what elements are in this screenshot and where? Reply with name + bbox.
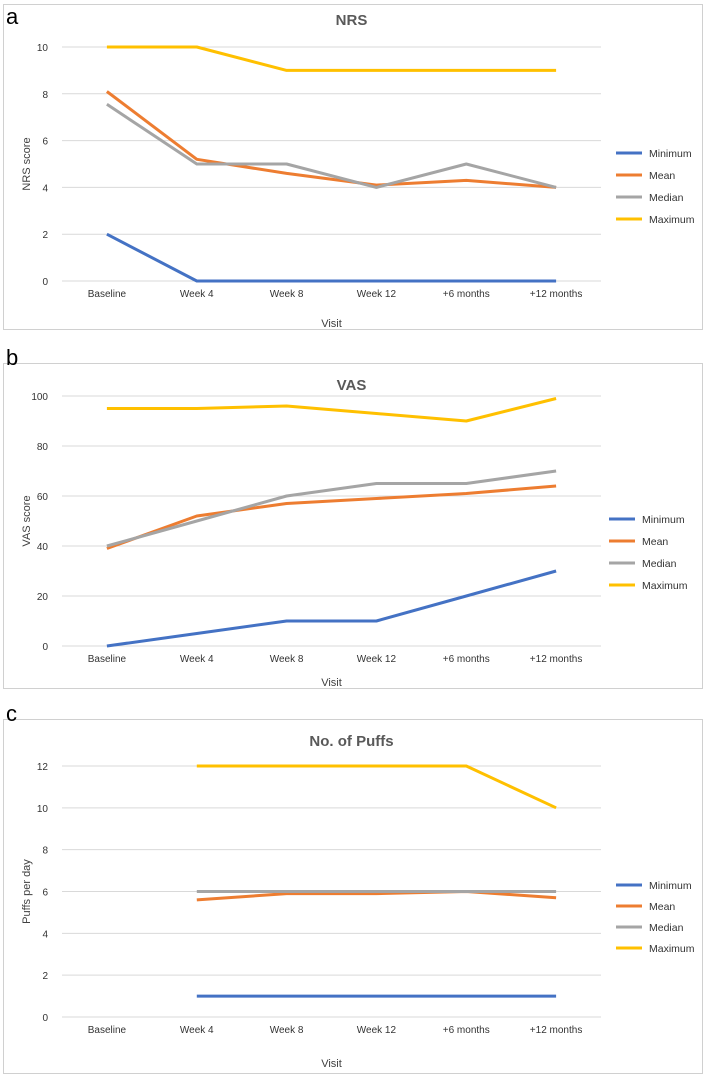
no-of-puffs-x-tick-label: +12 months [530,1025,583,1036]
no-of-puffs-y-tick-label: 8 [42,846,48,857]
vas-y-axis-label: VAS score [21,495,33,546]
no-of-puffs-y-tick-label: 0 [42,1013,48,1024]
no-of-puffs-legend-label-minimum: Minimum [649,880,692,892]
no-of-puffs-x-axis-label: Visit [321,1058,342,1070]
vas-series-minimum [106,569,557,648]
no-of-puffs-y-tick-label: 4 [42,929,48,940]
no-of-puffs-series-mean [196,890,557,902]
no-of-puffs-y-tick-label: 10 [37,804,49,815]
nrs-y-tick-label: 6 [42,137,48,148]
nrs-x-tick-label: +12 months [530,289,583,300]
vas-y-tick-label: 0 [42,642,48,653]
no-of-puffs-y-tick-label: 12 [37,762,49,773]
vas-x-axis-label: Visit [321,677,342,689]
vas-y-tick-label: 80 [37,442,49,453]
nrs-legend-label-mean: Mean [649,170,675,182]
vas-legend-label-median: Median [642,558,677,570]
nrs-series-maximum [106,45,557,72]
chart-panel-puffs: No. of Puffs 0 2 4 6 8 10 12 Baseline Week 4 Week … [3,719,703,1074]
no-of-puffs-series-maximum [196,764,557,810]
nrs-legend-label-minimum: Minimum [649,148,692,160]
vas-chart: VAS 0 20 40 60 80 100 Baseline Week 4 Week 8 Week … [21,377,688,689]
nrs-y-tick-label: 8 [42,90,48,101]
vas-x-tick-label: Week 8 [270,654,304,665]
nrs-y-tick-label: 2 [42,230,48,241]
puffs-chart: No. of Puffs 0 2 4 6 8 10 12 Baseline Week 4 Week … [21,733,695,1070]
nrs-series-minimum [106,232,557,283]
vas-series-maximum [106,397,557,423]
vas-series-median [106,469,557,548]
nrs-x-axis-label: Visit [321,318,342,330]
vas-y-tick-label: 60 [37,492,49,503]
no-of-puffs-x-tick-label: Baseline [88,1025,127,1036]
nrs-y-tick-label: 0 [42,277,48,288]
vas-x-tick-label: +6 months [443,654,490,665]
no-of-puffs-title: No. of Puffs [309,733,393,750]
nrs-x-tick-label: Week 8 [270,289,304,300]
vas-y-tick-label: 40 [37,542,49,553]
chart-panel-vas: VAS 0 20 40 60 80 100 Baseline Week 4 Week 8 Week … [3,363,703,689]
vas-x-tick-label: Week 4 [180,654,214,665]
no-of-puffs-x-tick-label: +6 months [443,1025,490,1036]
nrs-legend-label-maximum: Maximum [649,214,695,226]
nrs-x-tick-label: Baseline [88,289,127,300]
nrs-x-tick-label: Week 4 [180,289,214,300]
no-of-puffs-legend-label-maximum: Maximum [649,943,695,955]
vas-x-tick-label: Week 12 [357,654,397,665]
vas-legend-label-mean: Mean [642,536,668,548]
nrs-y-tick-label: 10 [37,43,49,54]
no-of-puffs-legend-label-median: Median [649,922,684,934]
vas-y-tick-label: 100 [31,392,48,403]
vas-y-tick-label: 20 [37,592,49,603]
nrs-x-tick-label: +6 months [443,289,490,300]
nrs-series-median [106,103,557,189]
vas-title: VAS [337,377,367,394]
no-of-puffs-y-axis-label: Puffs per day [21,859,33,924]
nrs-y-axis-label: NRS score [21,137,33,190]
nrs-y-tick-label: 4 [42,183,48,194]
nrs-x-tick-label: Week 12 [357,289,397,300]
vas-series-mean [106,484,557,550]
nrs-series-mean [105,90,557,189]
panel-letter-a: a [6,4,19,29]
no-of-puffs-legend-label-mean: Mean [649,901,675,913]
vas-x-tick-label: Baseline [88,654,127,665]
no-of-puffs-x-tick-label: Week 8 [270,1025,304,1036]
no-of-puffs-x-tick-label: Week 12 [357,1025,397,1036]
panel-letter-b: b [6,345,19,370]
chart-panel-nrs: NRS 0 2 4 6 8 10 Baseline Week 4 Week 8 Week 12 +6 … [3,4,703,330]
vas-x-tick-label: +12 months [530,654,583,665]
nrs-legend-label-median: Median [649,192,684,204]
nrs-title: NRS [336,12,368,29]
panel-letter-c: c [6,701,17,726]
nrs-chart: NRS 0 2 4 6 8 10 Baseline Week 4 Week 8 Week 12 +6 … [21,12,695,330]
no-of-puffs-y-tick-label: 2 [42,971,48,982]
no-of-puffs-y-tick-label: 6 [42,888,48,899]
vas-legend-label-minimum: Minimum [642,514,685,526]
no-of-puffs-x-tick-label: Week 4 [180,1025,214,1036]
vas-legend-label-maximum: Maximum [642,580,688,592]
